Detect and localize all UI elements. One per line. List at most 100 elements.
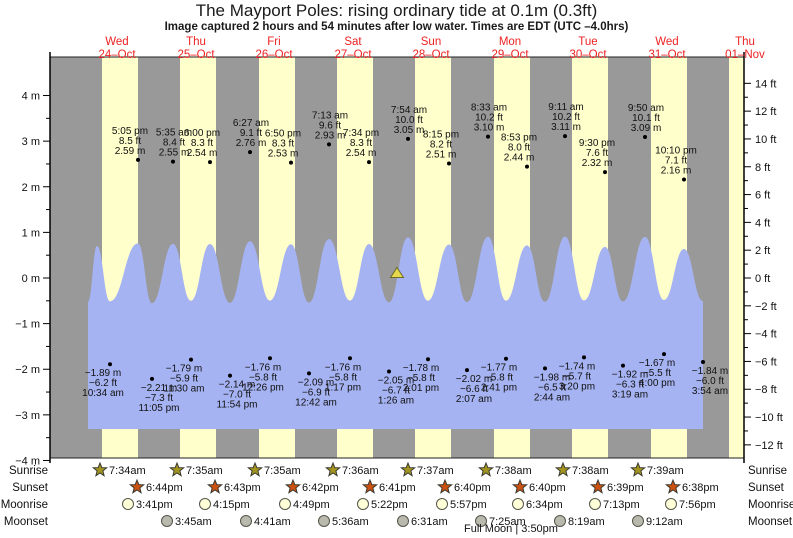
low-tide-height-ft: −6.0 ft: [696, 376, 724, 387]
chart-subtitle: Image captured 2 hours and 54 minutes af…: [164, 21, 629, 33]
moonrise-time: 7:13pm: [603, 499, 640, 511]
low-tide-height-m: −2.09 m: [298, 377, 334, 388]
y-axis-label-right: 10 ft: [755, 134, 776, 146]
high-tide-height-ft: 10.0 ft: [395, 115, 423, 126]
y-axis-label-left: 4 m: [22, 91, 40, 103]
low-tide-time: 2:01 pm: [403, 383, 439, 394]
sunrise-time: 7:36am: [342, 465, 379, 477]
y-axis-label-left: 2 m: [22, 182, 40, 194]
low-tide-height-ft: −5.9 ft: [170, 374, 198, 385]
sunrise-icon: [629, 461, 647, 477]
y-axis-label-right: 6 ft: [755, 190, 770, 202]
astro-row-label-left: Sunset: [12, 482, 49, 494]
sunset-time: 6:43pm: [224, 482, 261, 494]
high-tide-dot: [171, 159, 175, 164]
low-tide-time: 10:34 am: [82, 388, 124, 399]
y-axis-label-left: 0 m: [22, 273, 40, 285]
sunrise-icon: [324, 461, 342, 477]
daylight-band: [729, 57, 744, 458]
moonrise-icon: [357, 498, 369, 510]
high-tide-time: 9:11 am: [548, 102, 583, 113]
high-tide-time: 5:35 am: [156, 128, 192, 139]
low-tide-dot: [465, 368, 469, 373]
y-axis-label-left: −4 m: [15, 455, 40, 467]
high-tide-height-ft: 8.3 ft: [272, 139, 294, 150]
y-axis-label-right: 0 ft: [755, 273, 770, 285]
low-tide-time: 11:05 pm: [139, 403, 180, 414]
astro-row-label-right: Sunset: [748, 482, 785, 494]
moonrise-time: 5:22pm: [371, 499, 408, 511]
y-axis-label-right: −6 ft: [755, 356, 777, 368]
high-tide-height-m: 2.16 m: [661, 165, 692, 176]
high-tide-dot: [327, 142, 331, 147]
sunset-icon: [284, 478, 302, 494]
sunset-time: 6:40pm: [529, 482, 566, 494]
y-axis-label-right: 8 ft: [755, 162, 770, 174]
high-tide-height-ft: 10.2 ft: [552, 112, 580, 123]
low-tide-dot: [662, 352, 666, 357]
low-tide-height-ft: −6.3 ft: [616, 380, 644, 391]
high-tide-height-ft: 9.1 ft: [240, 128, 262, 139]
moonrise-time: 3:41pm: [136, 499, 173, 511]
low-tide-height-m: −1.89 m: [85, 368, 121, 379]
low-tide-time: 11:30 am: [164, 384, 205, 395]
moonset-icon: [554, 515, 566, 527]
moonset-icon: [397, 515, 409, 527]
sunrise-time: 7:37am: [417, 465, 454, 477]
high-tide-height-ft: 7.6 ft: [586, 148, 608, 159]
low-tide-time: 3:54 am: [692, 386, 728, 397]
high-tide-height-m: 2.93 m: [315, 130, 346, 141]
high-tide-height-m: 3.11 m: [551, 122, 581, 133]
sunset-icon: [436, 478, 454, 494]
day-date-label: 25–Oct: [177, 49, 215, 61]
astro-row-label-left: Moonrise: [1, 499, 48, 511]
moonrise-time: 5:57pm: [450, 499, 487, 511]
moonset-time: 5:36am: [332, 516, 369, 528]
high-tide-height-ft: 8.3 ft: [350, 138, 372, 149]
low-tide-height-ft: −5.8 ft: [329, 372, 357, 383]
high-tide-time: 6:27 am: [233, 118, 269, 129]
y-axis-label-right: 12 ft: [755, 106, 776, 118]
high-tide-dot: [603, 170, 607, 175]
low-tide-dot: [582, 355, 586, 360]
moonrise-icon: [199, 498, 211, 510]
sunrise-icon: [91, 461, 109, 477]
high-tide-dot: [447, 161, 451, 166]
high-tide-time: 6:00 pm: [184, 128, 220, 139]
day-date-label: 26–Oct: [255, 49, 293, 61]
low-tide-time: 1:26 am: [378, 396, 414, 407]
low-tide-dot: [701, 359, 705, 364]
y-axis-label-right: −4 ft: [755, 329, 777, 341]
high-tide-height-m: 2.54 m: [187, 148, 218, 159]
low-tide-height-m: −2.14 m: [219, 380, 255, 391]
chart-title: The Mayport Poles: rising ordinary tide …: [195, 1, 598, 20]
moonset-icon: [240, 515, 252, 527]
moonset-icon: [632, 515, 644, 527]
high-tide-dot: [136, 157, 140, 162]
y-axis-label-left: −2 m: [15, 364, 40, 376]
low-tide-height-ft: −5.5 ft: [643, 368, 671, 379]
low-tide-time: 2:07 am: [456, 394, 492, 405]
sunset-time: 6:39pm: [607, 482, 644, 494]
high-tide-height-m: 3.09 m: [631, 123, 662, 134]
sunrise-time: 7:35am: [264, 465, 301, 477]
moonrise-icon: [512, 498, 524, 510]
high-tide-height-ft: 10.1 ft: [632, 113, 660, 124]
y-axis-label-right: 2 ft: [755, 245, 770, 257]
astro-row-label-right: Moonrise: [748, 499, 793, 511]
high-tide-height-m: 2.53 m: [268, 149, 299, 160]
sunset-icon: [511, 478, 529, 494]
y-axis-label-right: −10 ft: [755, 412, 783, 424]
y-axis-label-right: −12 ft: [755, 440, 783, 452]
high-tide-time: 7:54 am: [391, 105, 427, 116]
moonset-time: 7:25am: [489, 516, 526, 528]
high-tide-time: 6:50 pm: [265, 129, 301, 140]
high-tide-dot: [486, 134, 490, 139]
moonrise-icon: [436, 498, 448, 510]
low-tide-height-m: −1.67 m: [639, 358, 675, 369]
day-date-label: 28–Oct: [412, 49, 450, 61]
high-tide-height-ft: 8.2 ft: [430, 139, 452, 150]
moonset-icon: [475, 515, 487, 527]
current-level-marker: [389, 266, 405, 278]
